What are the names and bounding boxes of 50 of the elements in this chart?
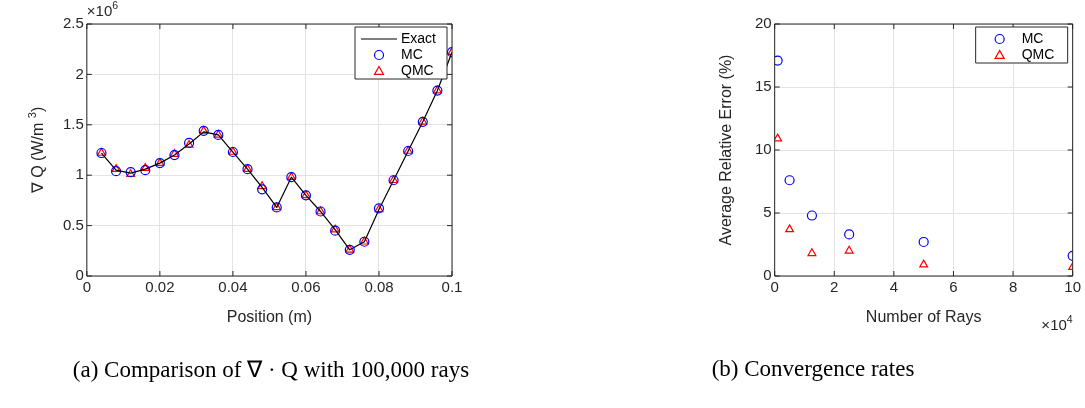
x-tick-label: 0.1 <box>441 278 463 296</box>
point <box>111 164 121 172</box>
point <box>257 184 268 195</box>
x-tick-label: 0.06 <box>291 278 321 296</box>
point <box>844 229 855 240</box>
point <box>110 166 122 177</box>
point <box>784 175 795 186</box>
text: (a) Comparison of ∇ · Q with 100,000 rays <box>71 356 471 383</box>
text: (b) Convergence rates <box>710 356 916 382</box>
point <box>169 149 180 161</box>
y-tick-label: 0 <box>75 266 84 284</box>
y-tick-label: 0.5 <box>62 215 84 233</box>
point <box>140 165 151 176</box>
x-axis-title: Position (m) <box>226 308 313 326</box>
legend-label: QMC <box>1021 45 1055 62</box>
x-tick-label: 0.04 <box>218 278 248 296</box>
y-tick-label: 1 <box>75 165 84 183</box>
y-tick-label: 2 <box>75 64 84 82</box>
y-tick-label: 2.5 <box>62 14 84 32</box>
point <box>918 236 929 248</box>
point <box>774 55 783 66</box>
x-axis-title: Number of Rays <box>865 308 982 326</box>
point <box>169 148 179 157</box>
x-tick-label: 0.02 <box>145 278 175 296</box>
x-tick-label: 0.08 <box>364 278 394 296</box>
point <box>806 210 818 221</box>
legend-label: MC <box>401 45 423 62</box>
y-tick-label: 5 <box>763 203 772 221</box>
point <box>807 248 817 257</box>
y-tick-label: 0 <box>763 266 772 284</box>
point <box>257 181 267 190</box>
x-tick-label: 6 <box>949 278 958 296</box>
legend-label: MC <box>1021 29 1044 46</box>
y-tick-label: 15 <box>755 77 772 95</box>
x-tick-label: 2 <box>830 278 839 296</box>
x-tick-label: 4 <box>889 278 899 296</box>
y-tick-label: 20 <box>755 14 772 32</box>
legend-label: Exact <box>401 29 437 46</box>
x-tick-label: 10 <box>1064 278 1081 296</box>
y-axis-title: Average Relative Error (%) <box>717 54 735 246</box>
point <box>774 133 783 142</box>
legend-label: QMC <box>401 61 434 78</box>
y-axis-title: ∇ Q (W/m 3) <box>25 106 47 195</box>
point <box>140 163 150 171</box>
point <box>919 259 929 268</box>
point <box>844 245 854 254</box>
x-tick-label: 8 <box>1008 278 1018 296</box>
point <box>785 224 795 233</box>
y-tick-label: 1.5 <box>62 114 84 132</box>
y-tick-label: 10 <box>755 140 772 158</box>
